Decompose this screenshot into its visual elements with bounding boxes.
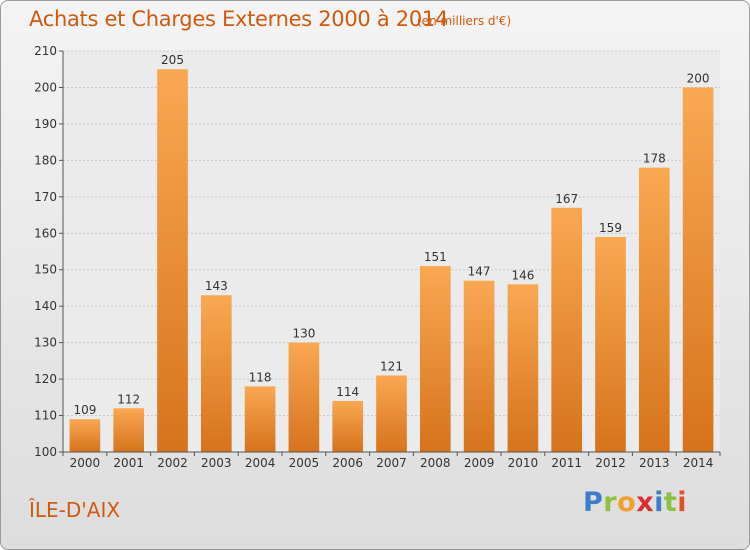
logo-letter: t: [663, 487, 678, 518]
bar: [157, 69, 188, 453]
bar: [200, 295, 232, 452]
y-tick-label: 170: [34, 190, 57, 204]
x-tick-label: 2013: [639, 456, 670, 470]
bar: [288, 342, 320, 452]
x-tick-label: 2000: [70, 456, 101, 470]
data-label: 205: [161, 53, 184, 67]
x-tick-label: 2008: [420, 456, 451, 470]
data-label: 121: [380, 359, 403, 373]
x-tick-label: 2006: [332, 456, 363, 470]
bar: [113, 408, 145, 452]
y-tick-label: 100: [34, 445, 57, 459]
y-tick-label: 200: [34, 80, 57, 94]
data-label: 167: [555, 192, 578, 206]
x-tick-label: 2007: [376, 456, 407, 470]
chart-subtitle: (en milliers d'€): [417, 14, 512, 28]
logo-letter: o: [617, 487, 637, 518]
data-label: 151: [424, 250, 447, 264]
data-label: 143: [205, 279, 228, 293]
x-tick-label: 2010: [508, 456, 539, 470]
x-tick-label: 2001: [113, 456, 144, 470]
data-label: 109: [73, 403, 96, 417]
x-tick-label: 2011: [551, 456, 582, 470]
y-tick-label: 150: [34, 263, 57, 277]
y-tick-label: 130: [34, 336, 57, 350]
bar: [638, 167, 670, 452]
y-tick-label: 210: [34, 44, 57, 58]
bar: [507, 284, 539, 452]
x-tick-label: 2002: [157, 456, 188, 470]
data-label: 178: [643, 152, 666, 166]
proxiti-logo: Proxiti: [583, 487, 687, 518]
data-label: 146: [511, 268, 534, 282]
bar: [244, 386, 276, 452]
y-tick-label: 110: [34, 409, 57, 423]
x-tick-label: 2009: [464, 456, 495, 470]
x-tick-label: 2012: [595, 456, 626, 470]
y-tick-label: 140: [34, 299, 57, 313]
bar: [595, 236, 626, 452]
x-tick-label: 2004: [245, 456, 276, 470]
chart-title: Achats et Charges Externes 2000 à 2014: [29, 7, 449, 31]
x-tick-label: 2014: [683, 456, 714, 470]
bar: [682, 87, 714, 453]
x-tick-label: 2003: [201, 456, 232, 470]
data-label: 200: [687, 71, 710, 85]
data-label: 147: [468, 265, 491, 279]
data-label: 118: [249, 370, 272, 384]
bar: [551, 207, 583, 452]
bar: [332, 400, 364, 452]
y-tick-label: 190: [34, 117, 57, 131]
bar: [376, 375, 407, 452]
logo-letter: i: [654, 487, 664, 518]
logo-letter: r: [603, 487, 618, 518]
logo-letter: i: [677, 487, 688, 518]
bar: [419, 266, 451, 452]
y-tick-label: 120: [34, 372, 57, 386]
x-tick-label: 2005: [289, 456, 320, 470]
logo-letter: P: [583, 487, 604, 518]
data-label: 112: [117, 392, 140, 406]
bar: [463, 280, 495, 452]
data-label: 130: [292, 327, 315, 341]
data-label: 159: [599, 221, 622, 235]
logo-letter: x: [636, 487, 655, 518]
y-tick-label: 180: [34, 153, 57, 167]
y-tick-label: 160: [34, 226, 57, 240]
place-name: ÎLE-D'AIX: [29, 498, 121, 522]
bar: [69, 419, 101, 452]
data-label: 114: [336, 385, 359, 399]
